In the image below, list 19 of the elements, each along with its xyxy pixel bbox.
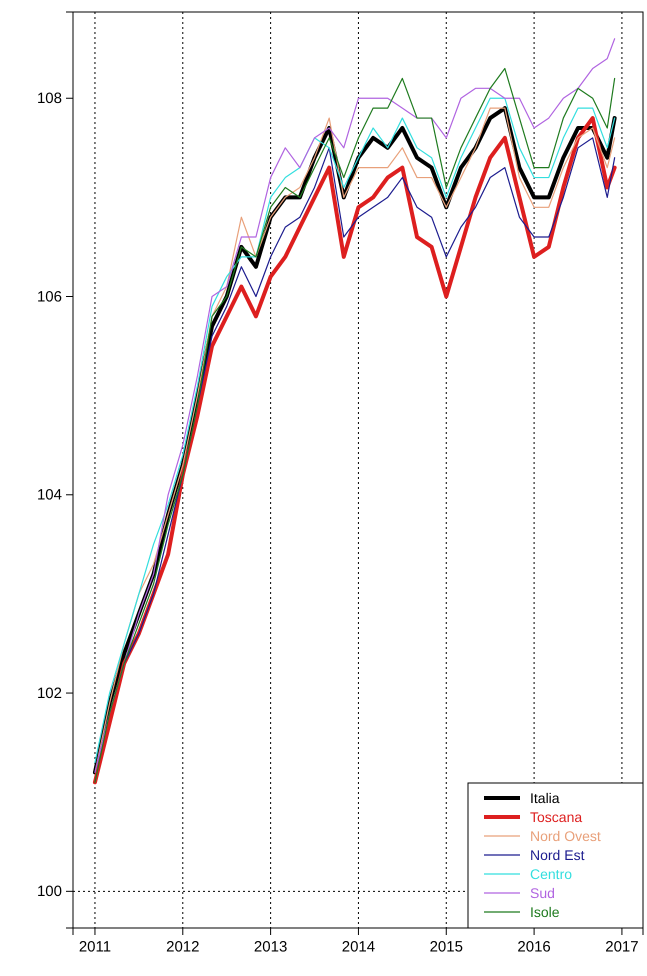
x-tick-label: 2017 — [605, 938, 639, 956]
legend-label: Toscana — [530, 809, 582, 825]
x-tick-label: 2014 — [342, 938, 376, 956]
y-tick-label: 102 — [36, 684, 62, 702]
y-tick-label: 100 — [36, 883, 62, 900]
legend-label: Centro — [530, 866, 572, 882]
x-tick-label: 2016 — [517, 938, 551, 956]
y-tick-label: 104 — [36, 486, 62, 504]
legend-label: Nord Ovest — [530, 828, 601, 844]
x-tick-label: 2013 — [254, 938, 288, 956]
legend-label: Italia — [530, 790, 560, 806]
x-tick-label: 2011 — [78, 938, 112, 956]
x-tick-label: 2015 — [430, 938, 463, 956]
y-tick-label: 108 — [36, 90, 62, 108]
legend-label: Nord Est — [530, 847, 585, 863]
y-tick-label: 106 — [36, 288, 62, 306]
x-tick-label: 2012 — [166, 938, 200, 956]
legend-label: Isole — [530, 904, 560, 920]
legend-label: Sud — [530, 885, 555, 901]
